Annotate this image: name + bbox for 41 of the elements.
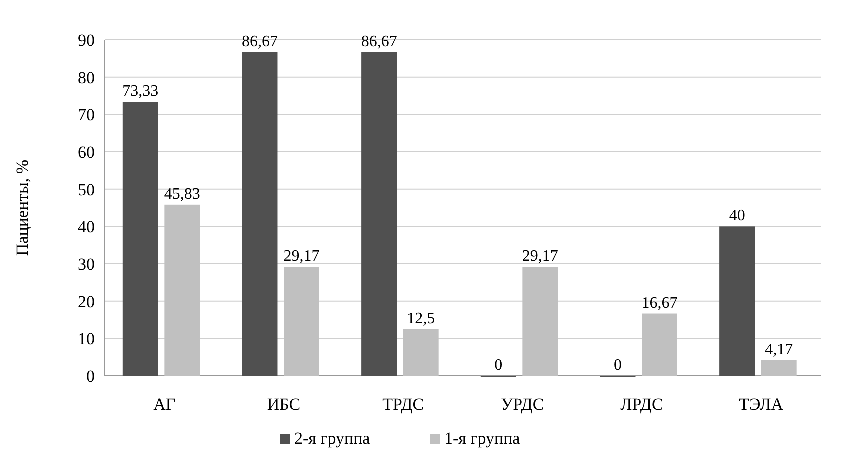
y-tick-label: 60 [78,143,95,162]
data-label: 16,67 [642,294,678,312]
data-label: 86,67 [361,33,398,50]
data-label: 12,5 [407,310,436,328]
y-tick-label: 10 [78,330,95,349]
legend-label: 2-я группа [294,429,371,448]
data-label: 45,83 [164,186,200,203]
data-label: 0 [614,357,622,374]
legend-label: 1-я группа [444,429,521,448]
bar [164,204,200,376]
x-tick-label: ИБС [267,395,301,414]
bar [122,102,158,376]
y-tick-label: 0 [86,367,95,386]
bar [522,267,558,376]
x-tick-label: ЛРДС [620,395,664,414]
y-tick-label: 90 [78,31,95,50]
x-tick-label: ТРДС [382,395,424,414]
data-label: 29,17 [522,248,558,266]
bar [403,329,439,376]
data-label: 0 [494,357,503,374]
y-axis-title: Пациенты, % [13,160,32,256]
y-tick-label: 30 [78,255,95,274]
bar [362,52,398,376]
data-label: 73,33 [122,83,159,100]
y-tick-label: 50 [78,180,95,200]
x-tick-label: УРДС [501,395,544,414]
y-tick-label: 70 [78,106,95,125]
x-tick-label: АГ [154,395,176,414]
data-label: 86,67 [242,33,278,50]
bar [642,314,678,376]
data-label: 4,17 [765,341,794,358]
bar [720,226,756,376]
bar [242,52,278,376]
data-label: 40 [729,208,746,225]
bar [284,267,320,376]
y-tick-label: 40 [78,218,95,237]
y-tick-label: 80 [78,68,95,88]
y-tick-label: 20 [78,292,95,312]
x-tick-label: ТЭЛА [739,395,784,414]
bar [761,360,797,376]
data-label: 29,17 [284,248,320,266]
